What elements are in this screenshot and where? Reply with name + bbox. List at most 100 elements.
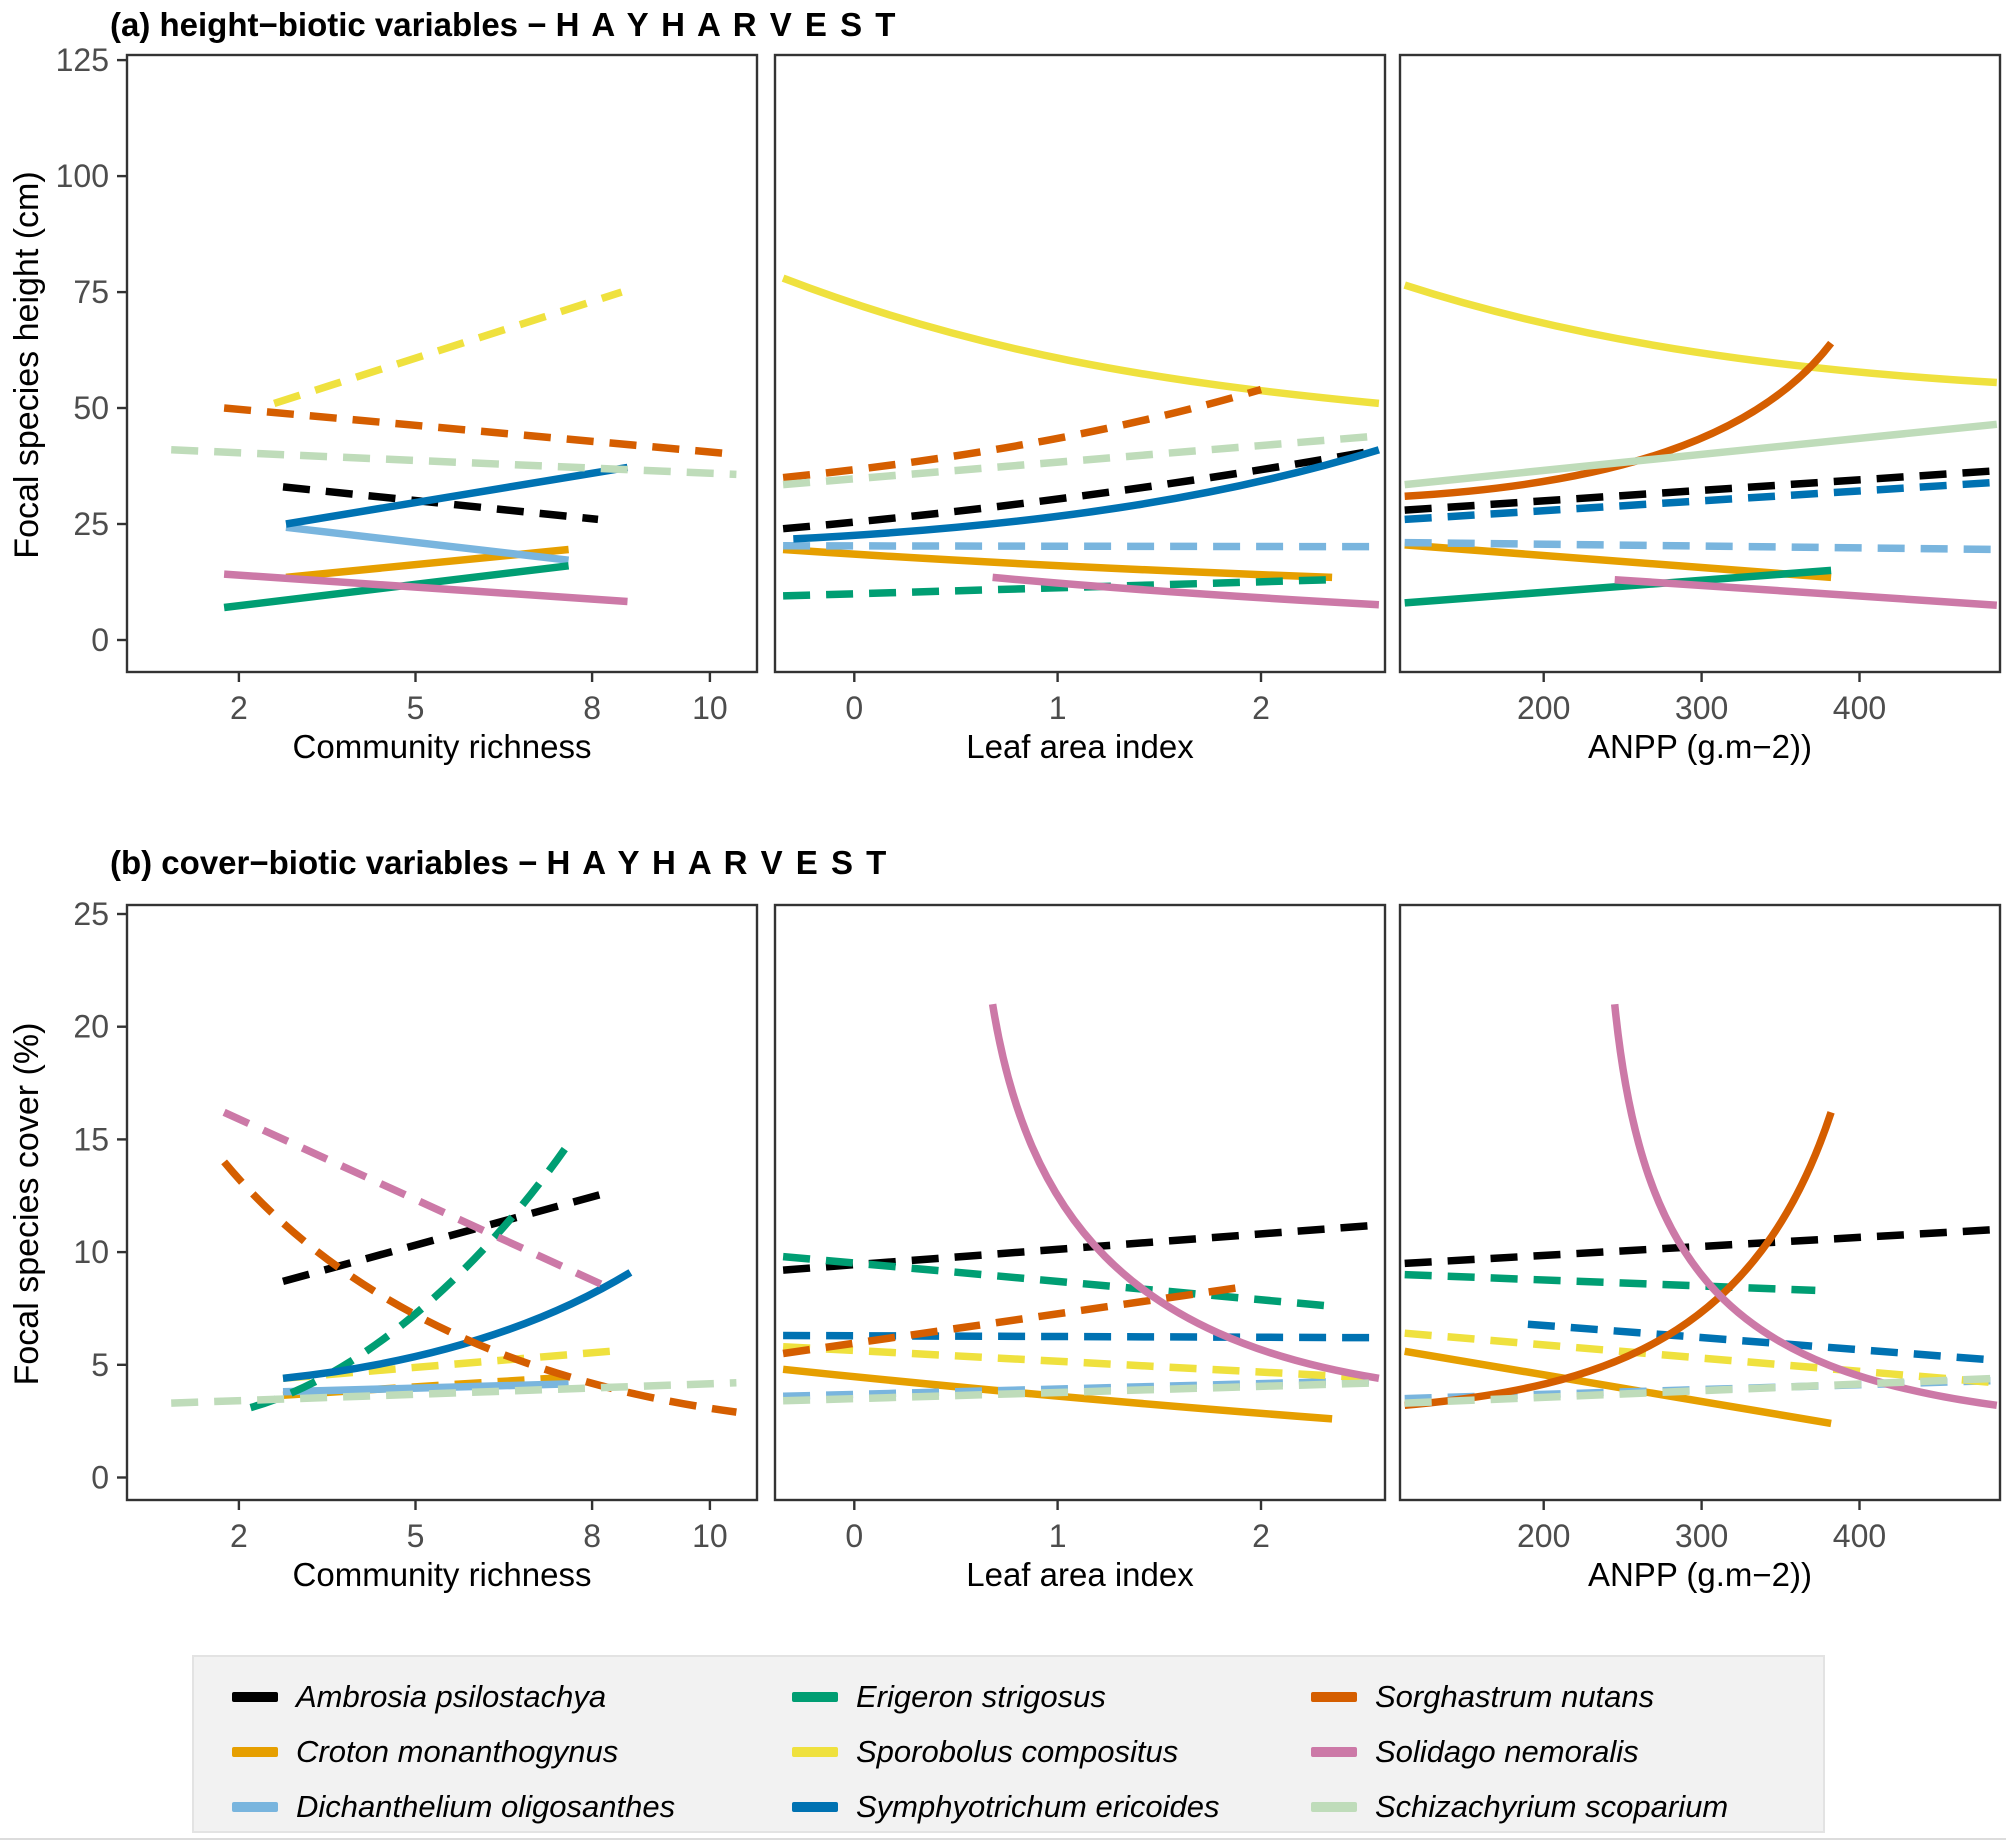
series-solidago-line <box>1614 575 1998 609</box>
series-dichanthelium-line <box>282 1380 569 1396</box>
y-axis-label-cover: Focal species cover (%) <box>8 1022 46 1386</box>
x-tick-label: 2 <box>230 1518 248 1554</box>
series-ambrosia-line <box>1404 466 1998 514</box>
legend-item-solidago: Solidago nemoralis <box>1311 1734 1639 1770</box>
subplot-b3: 200 300 400 <box>1398 903 2002 1554</box>
legend-swatch-sporobolus <box>792 1747 838 1757</box>
legend-swatch-ambrosia <box>232 1692 278 1702</box>
series-sorghastrum-line <box>221 1159 737 1416</box>
series-solidago-line <box>988 1003 1380 1383</box>
series-schizachyrium-line <box>782 432 1380 489</box>
series-symphyotrichum-line <box>282 1269 633 1383</box>
y-tick-label: 10 <box>73 1234 109 1270</box>
legend-swatch-sorghastrum <box>1311 1692 1357 1702</box>
legend-item-symphyotrichum: Symphyotrichum ericoides <box>792 1789 1220 1825</box>
x-tick-label: 300 <box>1675 1518 1728 1554</box>
series-sporobolus-line <box>1404 1329 1998 1387</box>
x-tick-label: 400 <box>1833 1518 1886 1554</box>
x-axis-title-a3: ANPP (g.m−2)) <box>1587 728 1813 765</box>
y-tick-label: 50 <box>73 390 109 426</box>
series-symphyotrichum-line <box>285 463 629 528</box>
legend-item-ambrosia: Ambrosia psilostachya <box>232 1679 606 1715</box>
legend-item-croton: Croton monanthogynus <box>232 1734 618 1770</box>
y-tick-label: 15 <box>73 1121 109 1157</box>
x-tick-label: 300 <box>1675 690 1728 726</box>
legend-label-dichanthelium: Dichanthelium oligosanthes <box>296 1789 676 1824</box>
legend-label-erigeron: Erigeron strigosus <box>856 1679 1106 1714</box>
y-tick-label: 25 <box>73 506 109 542</box>
page-bottom-divider <box>0 1838 2006 1840</box>
series-sorghastrum-line <box>223 404 737 459</box>
series-dichanthelium-line <box>783 542 1379 551</box>
panel-a-title: (a) height−biotic variables − H A Y H A … <box>110 6 897 44</box>
x-tick-label: 200 <box>1517 690 1570 726</box>
series-ambrosia-line <box>1404 1225 1998 1268</box>
x-axis-title-a2: Leaf area index <box>966 728 1194 765</box>
x-tick-label: 10 <box>692 690 728 726</box>
series-solidago-line <box>222 1108 612 1292</box>
series-ambrosia-line <box>282 1187 614 1286</box>
x-tick-label: 2 <box>1252 690 1270 726</box>
panel-b-title-caps: H A Y H A R V E S T <box>546 844 889 881</box>
y-tick-label: 75 <box>73 274 109 310</box>
series-erigeron-line <box>1404 566 1832 607</box>
x-tick-label: 8 <box>583 1518 601 1554</box>
x-tick-label: 2 <box>230 690 248 726</box>
series-dichanthelium-line <box>783 1376 1379 1401</box>
series-dichanthelium-line <box>1404 538 1997 554</box>
x-tick-label: 1 <box>1049 690 1067 726</box>
plot-border <box>1398 903 2002 1502</box>
series-symphyotrichum-line <box>1404 478 1998 524</box>
series-solidago-line <box>223 570 628 606</box>
x-tick-label: 10 <box>692 1518 728 1554</box>
legend-label-sorghastrum: Sorghastrum nutans <box>1375 1679 1655 1714</box>
series-sorghastrum-line <box>1404 340 1835 500</box>
panel-b-title-main: (b) cover−biotic variables − <box>110 844 547 881</box>
series-ambrosia-line <box>282 483 599 524</box>
legend-item-sporobolus: Sporobolus compositus <box>792 1734 1178 1770</box>
series-sporobolus-line <box>273 288 623 407</box>
legend-swatch-symphyotrichum <box>792 1802 838 1812</box>
series-croton-line <box>1404 1347 1832 1428</box>
plot-border <box>125 53 759 674</box>
legend-label-ambrosia: Ambrosia psilostachya <box>296 1679 607 1714</box>
series-sorghastrum-line <box>782 385 1263 482</box>
x-tick-label: 2 <box>1252 1518 1270 1554</box>
legend-swatch-schizachyrium <box>1311 1802 1357 1812</box>
plot-border <box>773 53 1387 674</box>
series-sorghastrum-line <box>1404 1111 1835 1410</box>
series-erigeron-line <box>1404 1270 1816 1295</box>
x-tick-label: 1 <box>1049 1518 1067 1554</box>
legend: Ambrosia psilostachya Croton monanthogyn… <box>192 1655 1825 1833</box>
series-sorghastrum-line <box>782 1282 1252 1358</box>
x-tick-label: 5 <box>407 1518 425 1554</box>
legend-swatch-erigeron <box>792 1692 838 1702</box>
y-tick-label: 0 <box>91 622 109 658</box>
x-tick-label: 0 <box>845 690 863 726</box>
legend-item-schizachyrium: Schizachyrium scoparium <box>1311 1789 1728 1825</box>
series-symphyotrichum-line <box>1527 1320 1998 1365</box>
legend-item-dichanthelium: Dichanthelium oligosanthes <box>232 1789 675 1825</box>
subplot-a2: 0 1 2 <box>773 53 1387 726</box>
x-axis-title-a1: Community richness <box>292 728 592 765</box>
series-sporobolus-line <box>781 274 1380 408</box>
panel-a-title-main: (a) height−biotic variables − <box>110 6 556 43</box>
series-erigeron-line <box>782 575 1333 600</box>
series-sporobolus-line <box>1403 281 1998 387</box>
y-tick-label: 20 <box>73 1009 109 1045</box>
series-erigeron-line <box>249 1137 575 1412</box>
legend-label-solidago: Solidago nemoralis <box>1375 1734 1639 1769</box>
series-schizachyrium-line <box>171 1379 737 1407</box>
y-axis-label-height: Focal species height (cm) <box>8 171 46 559</box>
panel-b-title: (b) cover−biotic variables − H A Y H A R… <box>110 844 888 882</box>
series-sporobolus-line <box>782 1342 1380 1383</box>
x-tick-label: 5 <box>407 690 425 726</box>
x-axis-title-b1: Community richness <box>292 1556 592 1593</box>
plot-border <box>1398 53 2002 674</box>
legend-label-sporobolus: Sporobolus compositus <box>856 1734 1179 1769</box>
series-croton-line <box>1404 541 1832 582</box>
